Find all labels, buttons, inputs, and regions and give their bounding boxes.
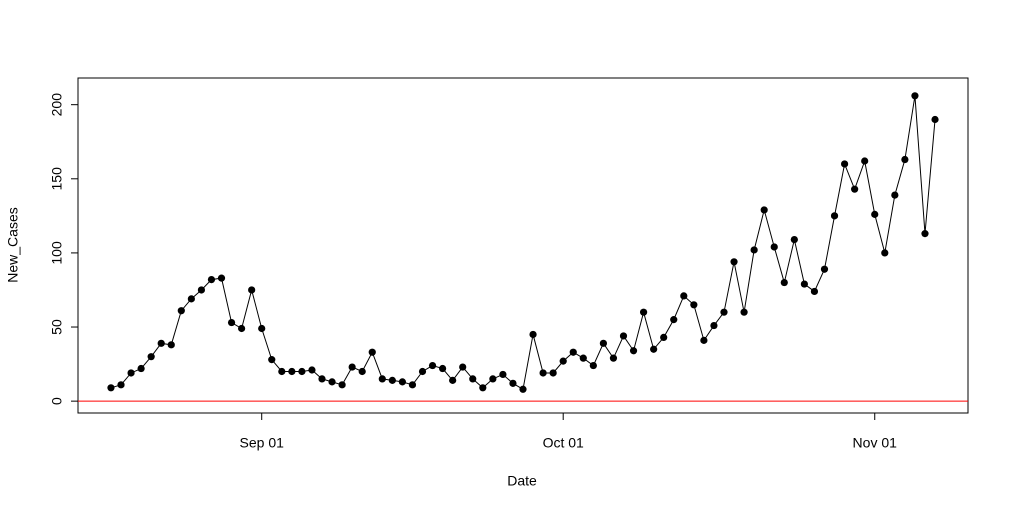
data-point — [911, 92, 919, 100]
data-point — [760, 206, 768, 214]
data-point — [449, 376, 457, 384]
data-point — [398, 378, 407, 386]
data-point — [881, 249, 889, 257]
data-point — [469, 375, 477, 383]
data-point — [740, 308, 748, 316]
data-point — [619, 332, 628, 340]
data-point — [861, 157, 869, 165]
data-point — [690, 301, 698, 309]
data-point — [167, 341, 175, 349]
data-point — [268, 356, 276, 364]
data-point — [790, 235, 798, 244]
data-point — [499, 370, 507, 379]
data-point — [187, 295, 195, 303]
data-point — [840, 160, 849, 168]
data-point — [670, 316, 678, 324]
y-tick-label: 150 — [49, 167, 65, 191]
data-point — [248, 286, 256, 294]
data-point — [318, 375, 326, 383]
x-axis-label: Date — [507, 473, 537, 489]
data-point — [589, 361, 597, 370]
data-point — [780, 278, 788, 287]
data-point — [358, 367, 366, 376]
data-point — [680, 292, 688, 300]
data-point — [549, 369, 557, 377]
data-point — [308, 366, 316, 374]
data-point — [639, 308, 648, 316]
y-tick-label: 0 — [49, 397, 65, 405]
data-point — [700, 336, 708, 344]
data-point — [157, 339, 165, 347]
data-point — [207, 275, 216, 284]
data-point — [599, 339, 607, 347]
data-point — [851, 185, 859, 193]
data-point — [177, 307, 185, 315]
data-point — [710, 321, 718, 330]
data-point — [730, 258, 738, 266]
data-point — [529, 330, 537, 339]
data-point — [418, 367, 427, 376]
data-point — [891, 191, 899, 199]
data-point — [519, 385, 527, 393]
data-point — [539, 369, 547, 377]
data-point — [258, 324, 266, 333]
data-point — [428, 361, 437, 370]
y-tick-label: 50 — [49, 319, 65, 335]
data-point — [107, 384, 115, 392]
data-point — [288, 367, 296, 376]
data-point — [509, 379, 517, 387]
data-point — [629, 347, 638, 355]
x-tick-label: Oct 01 — [543, 435, 584, 451]
data-point — [609, 354, 618, 362]
data-point — [197, 286, 206, 294]
data-point — [931, 115, 939, 124]
data-point — [660, 333, 668, 342]
data-point — [137, 364, 145, 373]
data-point — [901, 155, 909, 164]
plot-box — [77, 77, 969, 414]
x-tick-label: Sep 01 — [240, 435, 285, 451]
x-tick-label: Nov 01 — [853, 435, 898, 451]
data-point — [348, 363, 356, 371]
y-axis-label: New_Cases — [5, 207, 21, 282]
data-point — [720, 308, 728, 316]
data-point — [378, 375, 386, 383]
data-point — [489, 375, 497, 383]
data-point — [338, 381, 346, 389]
data-point — [871, 210, 879, 218]
data-point — [921, 230, 929, 238]
data-point — [227, 318, 236, 327]
data-point — [368, 348, 376, 356]
data-point — [439, 364, 447, 373]
data-point — [750, 246, 758, 254]
y-tick-label: 200 — [49, 93, 65, 117]
data-point — [408, 381, 417, 389]
data-point — [800, 280, 808, 288]
data-point — [810, 287, 819, 296]
data-point — [117, 381, 125, 389]
data-point — [559, 357, 567, 365]
data-point — [147, 353, 155, 361]
data-point — [278, 367, 286, 376]
data-point — [127, 369, 135, 377]
data-point — [579, 354, 587, 362]
data-point — [388, 376, 396, 384]
data-point — [770, 243, 778, 251]
data-point — [217, 274, 226, 282]
data-point — [650, 345, 658, 353]
data-point — [459, 363, 467, 371]
data-point — [298, 367, 306, 376]
data-point — [238, 324, 246, 333]
data-point — [479, 384, 487, 392]
data-point — [328, 378, 336, 386]
data-point — [569, 348, 577, 356]
data-point — [820, 265, 829, 273]
y-tick-label: 100 — [49, 241, 65, 265]
data-point — [830, 212, 839, 220]
